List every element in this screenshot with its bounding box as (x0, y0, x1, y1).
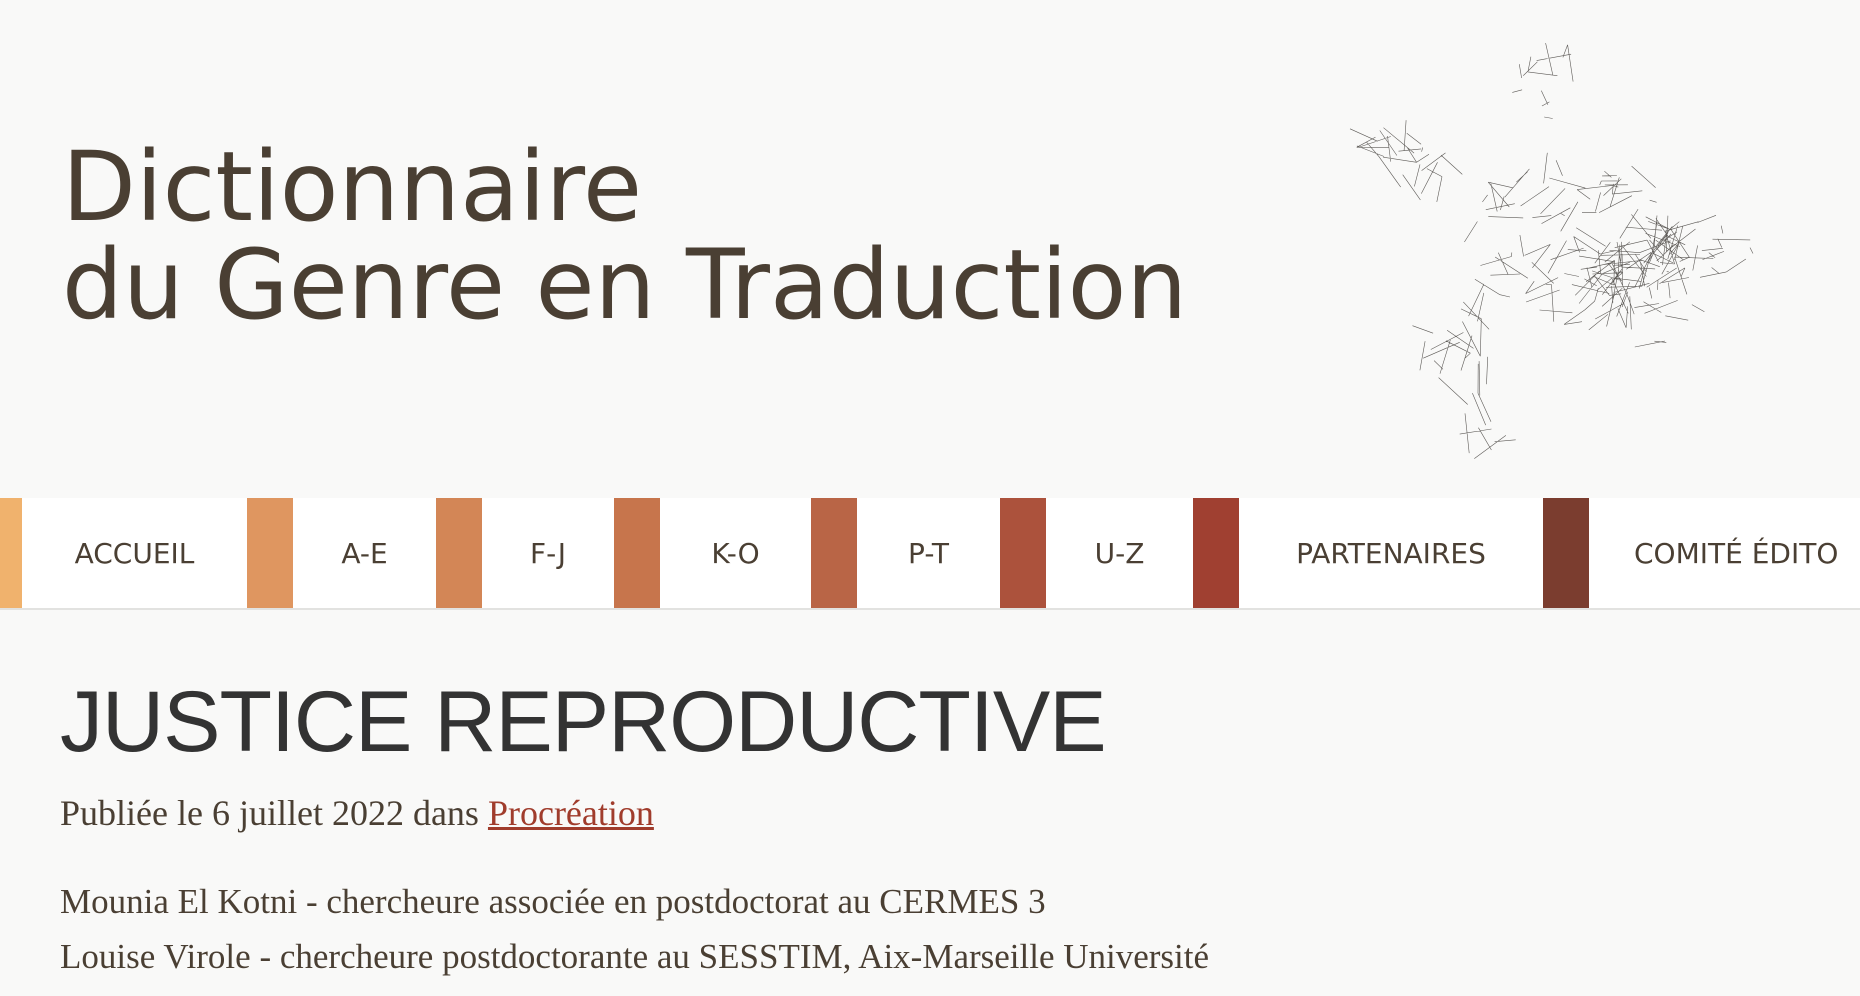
nav-color-bar (247, 498, 293, 608)
site-title[interactable]: Dictionnaire du Genre en Traduction (62, 138, 1187, 334)
article-title: JUSTICE REPRODUCTIVE (60, 674, 1107, 770)
published-date: Publiée le 6 juillet 2022 dans (60, 793, 479, 833)
nav-color-bar (614, 498, 660, 608)
nav-partenaires[interactable]: PARTENAIRES (1193, 498, 1543, 608)
article-meta: Publiée le 6 juillet 2022 dans Procréati… (60, 792, 1209, 834)
nav-color-bar (1193, 498, 1239, 608)
nav-label: PARTENAIRES (1296, 536, 1486, 570)
nav-label: P-T (908, 536, 949, 570)
nav-accueil[interactable]: ACCUEIL (0, 498, 247, 608)
network-edges (1349, 43, 1754, 459)
nav-comite-editorial[interactable]: COMITÉ ÉDITO (1543, 498, 1860, 608)
nav-color-bar (1543, 498, 1589, 608)
nav-label: F-J (529, 536, 567, 570)
nav-label: COMITÉ ÉDITO (1634, 536, 1839, 570)
main-navigation: ACCUEIL A-E F-J K-O P-T U-Z PARTENAIRES … (0, 498, 1860, 610)
nav-color-bar (436, 498, 482, 608)
site-title-line1: Dictionnaire (62, 131, 643, 243)
nav-color-bar (811, 498, 857, 608)
author-line: Mounia El Kotni - chercheure associée en… (60, 882, 1046, 921)
nav-label: U-Z (1094, 536, 1145, 570)
site-title-line2: du Genre en Traduction (62, 229, 1188, 341)
nav-f-j[interactable]: F-J (436, 498, 614, 608)
category-link[interactable]: Procréation (487, 793, 654, 833)
nav-label: K-O (711, 536, 760, 570)
nav-k-o[interactable]: K-O (614, 498, 811, 608)
network-graph-logo (1349, 43, 1754, 459)
nav-color-bar (1000, 498, 1046, 608)
nav-u-z[interactable]: U-Z (1000, 498, 1193, 608)
authors: Mounia El Kotni - chercheure associée en… (60, 874, 1209, 984)
nav-color-bar (0, 498, 22, 608)
author-line: Louise Virole - chercheure postdoctorant… (60, 937, 1210, 976)
nav-a-e[interactable]: A-E (247, 498, 436, 608)
nav-label: A-E (341, 536, 388, 570)
nav-p-t[interactable]: P-T (811, 498, 1000, 608)
nav-label: ACCUEIL (74, 536, 195, 570)
article: JUSTICE REPRODUCTIVE Publiée le 6 juille… (60, 672, 1209, 984)
